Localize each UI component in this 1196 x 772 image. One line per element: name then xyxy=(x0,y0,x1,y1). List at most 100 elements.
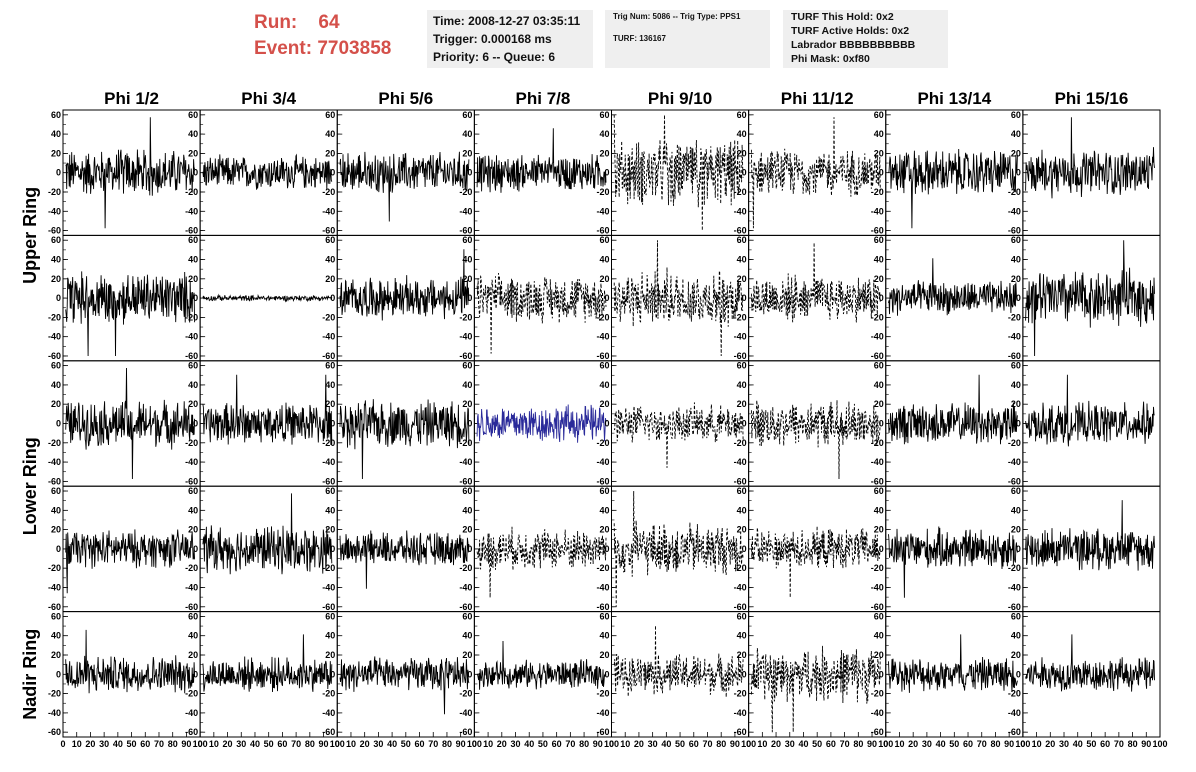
y-tick-label: -60 xyxy=(734,476,747,486)
y-tick-label: 60 xyxy=(599,486,609,496)
y-tick-label: -20 xyxy=(596,689,609,699)
y-tick-label: 0 xyxy=(742,669,747,679)
y-tick-label: 0 xyxy=(879,168,884,178)
y-tick-label: 0 xyxy=(193,419,198,429)
x-tick-label: 70 xyxy=(977,739,987,749)
y-tick-label: -60 xyxy=(459,602,472,612)
x-tick-label: 40 xyxy=(524,739,534,749)
y-tick-label: 20 xyxy=(599,399,609,409)
y-tick-label: -60 xyxy=(459,226,472,236)
y-tick-label: -40 xyxy=(596,708,609,718)
y-tick-label: -40 xyxy=(48,457,61,467)
y-tick-label: -40 xyxy=(322,457,335,467)
x-tick-label: 0 xyxy=(883,739,888,749)
y-tick-label: 20 xyxy=(325,148,335,158)
x-tick-label: 50 xyxy=(812,739,822,749)
x-tick-label: 20 xyxy=(634,739,644,749)
y-tick-label: 0 xyxy=(330,293,335,303)
y-tick-label: -40 xyxy=(48,206,61,216)
waveform-line xyxy=(339,530,470,589)
y-tick-label: -20 xyxy=(322,312,335,322)
y-tick-label: 40 xyxy=(1011,380,1021,390)
row-title: Nadir Ring xyxy=(20,629,40,720)
y-tick-label: 0 xyxy=(742,293,747,303)
y-tick-label: 40 xyxy=(51,255,61,265)
y-tick-label: 0 xyxy=(879,544,884,554)
x-tick-label: 100 xyxy=(1015,739,1030,749)
y-tick-label: 0 xyxy=(193,544,198,554)
x-tick-label: 50 xyxy=(538,739,548,749)
y-tick-label: -60 xyxy=(871,476,884,486)
x-tick-label: 50 xyxy=(127,739,137,749)
phi-mask-text: Phi Mask: 0xf80 xyxy=(791,53,870,65)
x-tick-label: 40 xyxy=(661,739,671,749)
y-tick-label: 60 xyxy=(325,611,335,621)
y-tick-label: 20 xyxy=(51,525,61,535)
run-event-box: Run: 64 Event: 7703858 xyxy=(254,10,391,62)
x-tick-label: 100 xyxy=(1152,739,1167,749)
y-tick-label: 40 xyxy=(325,129,335,139)
y-tick-label: -60 xyxy=(459,727,472,737)
y-tick-label: 0 xyxy=(879,669,884,679)
y-tick-label: -20 xyxy=(185,312,198,322)
y-tick-label: -60 xyxy=(734,727,747,737)
y-tick-label: -60 xyxy=(1008,602,1021,612)
y-tick-label: -20 xyxy=(48,187,61,197)
column-title: Phi 13/14 xyxy=(917,89,991,108)
y-tick-label: 0 xyxy=(1016,293,1021,303)
y-tick-label: -60 xyxy=(185,351,198,361)
panel-frame xyxy=(748,360,887,487)
y-tick-label: 60 xyxy=(1011,486,1021,496)
waveform-line xyxy=(613,240,744,357)
waveform-line xyxy=(888,634,1018,693)
y-tick-label: -60 xyxy=(48,727,61,737)
x-tick-label: 40 xyxy=(936,739,946,749)
waveform-line xyxy=(339,656,470,715)
y-tick-label: -20 xyxy=(871,312,884,322)
waveform-line xyxy=(202,374,333,445)
y-tick-label: 40 xyxy=(737,255,747,265)
y-tick-label: -40 xyxy=(322,582,335,592)
y-tick-label: 0 xyxy=(879,419,884,429)
y-tick-label: -40 xyxy=(596,206,609,216)
y-tick-label: 60 xyxy=(1011,110,1021,120)
y-tick-label: -40 xyxy=(871,332,884,342)
x-tick-label: 60 xyxy=(826,739,836,749)
y-tick-label: 20 xyxy=(1011,148,1021,158)
waveform-line xyxy=(65,117,196,229)
y-tick-label: -40 xyxy=(734,206,747,216)
y-tick-label: 0 xyxy=(467,168,472,178)
y-tick-label: 60 xyxy=(325,486,335,496)
y-tick-label: -60 xyxy=(596,476,609,486)
y-tick-label: -60 xyxy=(871,351,884,361)
y-tick-label: 20 xyxy=(737,148,747,158)
y-tick-label: -40 xyxy=(459,206,472,216)
y-tick-label: -40 xyxy=(596,457,609,467)
x-tick-label: 50 xyxy=(401,739,411,749)
y-tick-label: -20 xyxy=(459,312,472,322)
y-tick-label: -20 xyxy=(734,689,747,699)
y-tick-label: 60 xyxy=(188,486,198,496)
y-tick-label: -20 xyxy=(596,438,609,448)
y-tick-label: -20 xyxy=(322,187,335,197)
x-tick-label: 0 xyxy=(60,739,65,749)
column-title: Phi 15/16 xyxy=(1055,89,1129,108)
y-tick-label: 40 xyxy=(1011,505,1021,515)
y-tick-label: -60 xyxy=(185,226,198,236)
waveform-line xyxy=(476,404,607,443)
y-tick-label: -20 xyxy=(459,438,472,448)
y-tick-label: -60 xyxy=(734,351,747,361)
waveform-line xyxy=(1025,240,1155,357)
panel-frame xyxy=(336,234,475,362)
waveform-line xyxy=(339,151,470,222)
x-tick-label: 0 xyxy=(1020,739,1025,749)
y-tick-label: 20 xyxy=(51,148,61,158)
waveform-line xyxy=(750,242,881,323)
y-tick-label: -40 xyxy=(734,332,747,342)
event-row: Event: 7703858 xyxy=(254,36,391,62)
waveform-line xyxy=(613,402,744,468)
waveform-line xyxy=(888,374,1018,445)
x-tick-label: 70 xyxy=(1114,739,1124,749)
trig-text: Trig Num: 5086 -- Trig Type: PPS1 xyxy=(613,12,741,21)
y-tick-label: 0 xyxy=(604,419,609,429)
